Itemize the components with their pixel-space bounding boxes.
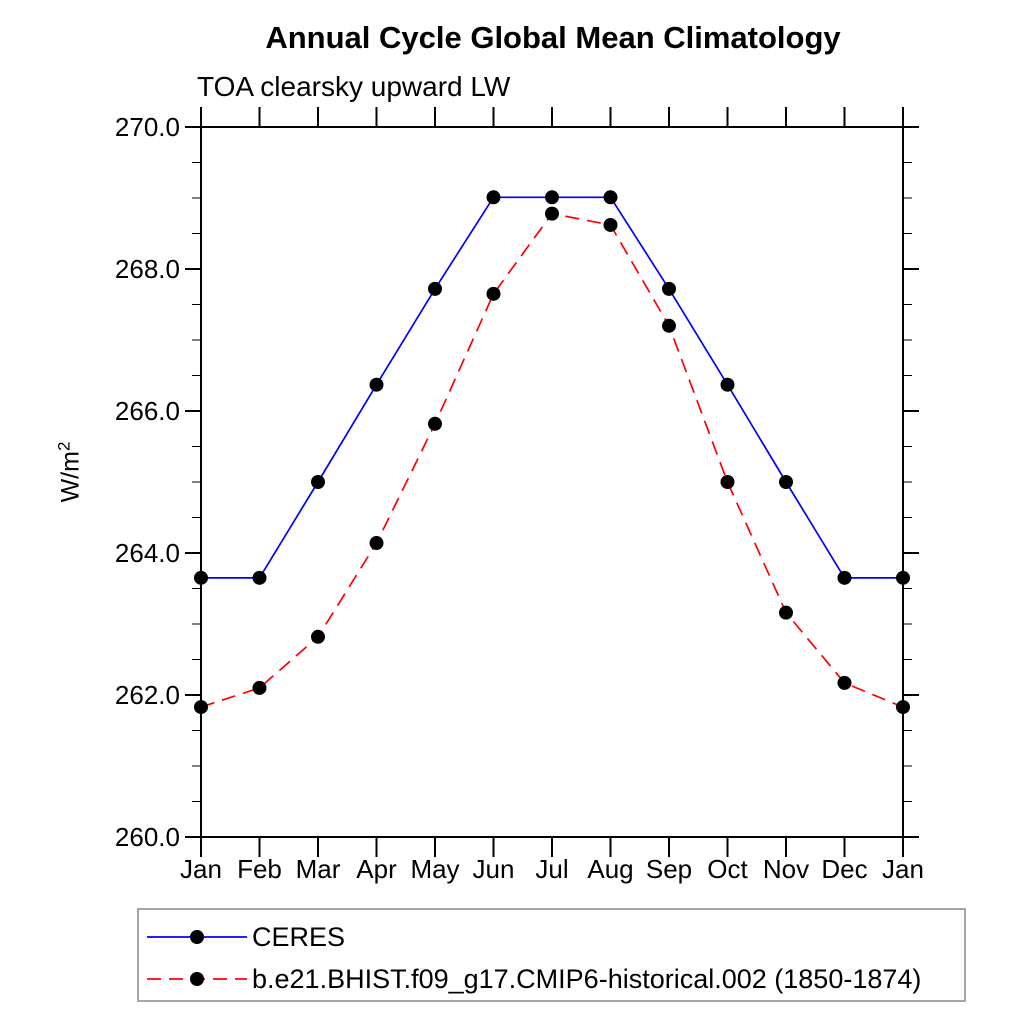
x-tick-label: Oct [707, 854, 748, 884]
chart-subtitle: TOA clearsky upward LW [197, 71, 511, 102]
legend-box: CERES b.e21.BHIST.f09_g17.CMIP6-historic… [137, 908, 966, 1002]
data-point-ceres-mar-2 [311, 475, 325, 489]
model-line-swatch-icon [147, 972, 247, 986]
y-tick-label: 270.0 [114, 112, 180, 142]
data-point-ceres-may-4 [428, 281, 442, 296]
data-point-ceres-oct-9 [720, 377, 735, 392]
y-tick-label: 262.0 [114, 680, 180, 710]
data-point-model-jan-0 [194, 700, 208, 715]
y-tick-label: 268.0 [114, 254, 180, 284]
data-point-ceres-jun-5 [486, 190, 501, 205]
x-tick-label: Nov [762, 854, 810, 884]
data-point-ceres-feb-1 [252, 570, 267, 585]
x-tick-label: May [410, 854, 460, 884]
data-point-ceres-nov-10 [779, 475, 793, 489]
legend-label-model: b.e21.BHIST.f09_g17.CMIP6-historical.002… [252, 963, 922, 994]
y-tick-label: 260.0 [114, 822, 180, 852]
data-point-model-nov-10 [779, 605, 793, 620]
x-tick-label: Sep [645, 854, 693, 884]
data-point-model-feb-1 [252, 680, 267, 695]
data-point-model-jan-12 [896, 700, 910, 715]
series-line-model [200, 212, 904, 708]
x-tick-label: Jul [535, 854, 569, 884]
x-tick-label: Jan [882, 854, 924, 884]
x-tick-label: Dec [821, 854, 868, 884]
chart-title: Annual Cycle Global Mean Climatology [265, 20, 841, 55]
series-line-ceres [201, 196, 903, 579]
data-point-model-mar-2 [311, 629, 325, 644]
x-tick-label: Jun [472, 854, 515, 884]
data-point-ceres-sep-8 [662, 281, 676, 296]
x-tick-label: Jan [180, 854, 222, 884]
legend-item-ceres: CERES [145, 922, 345, 952]
data-point-ceres-jan-12 [896, 570, 910, 585]
ceres-line-swatch-icon [147, 930, 247, 944]
data-point-ceres-jan-0 [194, 570, 208, 585]
data-point-ceres-dec-11 [837, 570, 852, 585]
data-point-ceres-jul-6 [545, 190, 559, 205]
data-point-model-apr-3 [369, 536, 384, 551]
x-tick-label: Aug [587, 854, 634, 884]
data-point-model-jun-5 [486, 286, 501, 301]
x-tick-label: Mar [295, 854, 341, 884]
data-point-ceres-apr-3 [369, 377, 384, 392]
legend-label-ceres: CERES [252, 921, 346, 952]
data-point-model-jul-6 [545, 206, 559, 221]
data-point-model-sep-8 [662, 318, 676, 333]
data-point-model-may-4 [428, 416, 442, 431]
x-tick-label: Feb [237, 854, 282, 884]
data-point-model-aug-7 [603, 217, 618, 232]
data-point-model-oct-9 [720, 475, 735, 489]
data-point-model-dec-11 [837, 675, 852, 690]
data-point-ceres-aug-7 [603, 190, 618, 205]
legend-item-model: b.e21.BHIST.f09_g17.CMIP6-historical.002… [145, 964, 921, 994]
y-tick-label: 264.0 [114, 538, 180, 568]
y-tick-label: 266.0 [114, 396, 180, 426]
x-tick-label: Apr [356, 854, 397, 884]
